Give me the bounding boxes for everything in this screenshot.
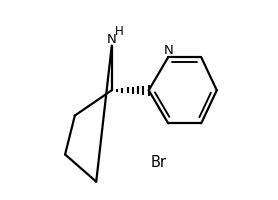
Text: N: N: [107, 33, 117, 46]
Text: Br: Br: [150, 155, 167, 170]
Text: N: N: [163, 44, 173, 57]
Text: H: H: [115, 25, 124, 38]
